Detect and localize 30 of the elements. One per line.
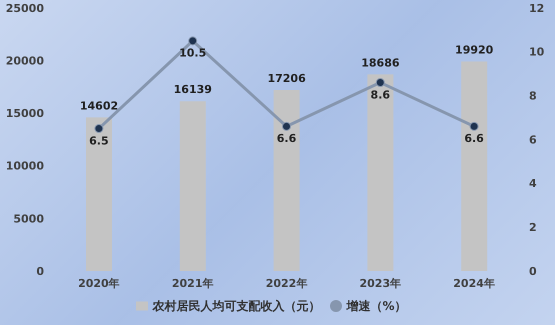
y-tick-label: 5000 (13, 212, 44, 226)
x-tick-label: 2022年 (266, 276, 308, 290)
data-label: 6.6 (276, 132, 297, 146)
data-label: 10.5 (179, 46, 206, 60)
data-label: 16139 (174, 83, 212, 96)
y-tick-label: 0 (36, 264, 44, 278)
y2-tick-label: 4 (529, 177, 537, 190)
y-tick-label: 10000 (6, 160, 44, 173)
y-tick-label: 15000 (6, 107, 44, 120)
legend-label: 增速（%） (346, 299, 407, 313)
data-label: 17206 (267, 72, 306, 85)
x-tick-label: 2024年 (453, 276, 495, 290)
x-tick-label: 2023年 (359, 276, 402, 290)
y-tick-label: 25000 (6, 2, 44, 15)
data-label: 14602 (80, 99, 118, 112)
x-tick-label: 2021年 (172, 276, 214, 290)
data-label: 8.6 (370, 88, 390, 102)
y2-tick-label: 2 (529, 221, 537, 234)
x-tick-label: 2020年 (78, 276, 120, 290)
y2-tick-label: 12 (529, 2, 544, 15)
y2-tick-label: 8 (529, 90, 537, 103)
y2-tick-label: 10 (529, 46, 545, 59)
data-label: 6.5 (89, 134, 109, 148)
y-tick-label: 20000 (6, 54, 44, 68)
data-label: 18686 (361, 56, 400, 70)
data-label: 19920 (455, 43, 494, 56)
data-label: 6.6 (464, 132, 484, 146)
y2-tick-label: 6 (529, 133, 537, 146)
legend-label: 农村居民人均可支配收入（元） (152, 299, 320, 313)
y2-tick-label: 0 (529, 264, 537, 278)
